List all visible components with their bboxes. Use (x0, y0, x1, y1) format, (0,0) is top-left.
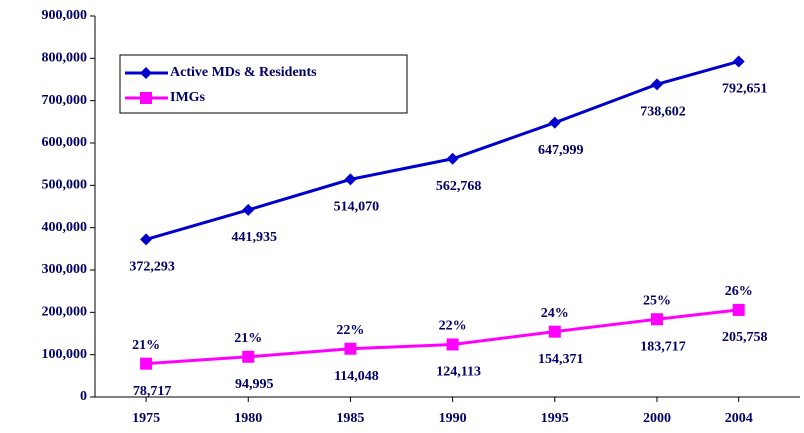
y-tick-label: 0 (80, 389, 87, 404)
y-tick-label: 600,000 (42, 135, 88, 150)
square-marker (732, 303, 745, 316)
data-label: 94,995 (235, 377, 274, 392)
square-marker (140, 92, 152, 104)
y-tick-label: 500,000 (42, 178, 88, 193)
x-tick-label: 1980 (234, 411, 262, 426)
percent-label: 22% (336, 323, 364, 338)
y-tick-label: 400,000 (42, 220, 88, 235)
square-marker (140, 357, 153, 370)
diamond-marker (140, 233, 153, 246)
data-label: 183,717 (640, 339, 686, 354)
data-label: 647,999 (538, 143, 584, 158)
percent-label: 21% (234, 331, 262, 346)
y-tick-label: 900,000 (42, 8, 88, 23)
data-label: 154,371 (538, 352, 584, 367)
square-marker (344, 342, 357, 355)
y-tick-label: 800,000 (42, 51, 88, 66)
legend-label: Active MDs & Residents (170, 65, 317, 80)
x-tick-label: 1985 (336, 411, 364, 426)
data-label: 114,048 (334, 369, 379, 384)
square-marker (650, 313, 663, 326)
x-tick-label: 1990 (439, 411, 467, 426)
percent-label: 24% (541, 306, 569, 321)
y-tick-label: 700,000 (42, 93, 88, 108)
x-tick-label: 2000 (643, 411, 671, 426)
y-tick-label: 200,000 (42, 305, 88, 320)
diamond-marker (548, 116, 561, 129)
legend-box (119, 54, 408, 114)
x-tick-label: 2004 (725, 411, 753, 426)
square-marker (548, 325, 561, 338)
data-label: 441,935 (232, 230, 278, 245)
y-tick-label: 100,000 (42, 347, 88, 362)
diamond-marker (650, 78, 663, 91)
data-label: 514,070 (334, 200, 380, 215)
percent-label: 25% (643, 293, 671, 308)
data-label: 372,293 (129, 260, 175, 275)
diamond-marker (446, 152, 459, 165)
diamond-marker (732, 55, 745, 68)
data-label: 124,113 (436, 365, 481, 380)
square-marker (446, 338, 459, 351)
data-label: 738,602 (640, 105, 686, 120)
data-label: 562,768 (436, 179, 482, 194)
diamond-marker (242, 203, 255, 216)
diamond-marker (344, 173, 357, 186)
data-label: 205,758 (722, 330, 768, 345)
legend-label: IMGs (170, 90, 206, 105)
diamond-marker (140, 67, 152, 79)
y-tick-label: 300,000 (42, 262, 88, 277)
percent-label: 22% (439, 319, 467, 334)
data-label: 792,651 (722, 82, 768, 97)
x-tick-label: 1995 (541, 411, 569, 426)
x-tick-label: 1975 (132, 411, 160, 426)
square-marker (242, 350, 255, 363)
percent-label: 21% (132, 338, 160, 353)
percent-label: 26% (725, 284, 753, 299)
data-label: 78,717 (133, 384, 172, 399)
